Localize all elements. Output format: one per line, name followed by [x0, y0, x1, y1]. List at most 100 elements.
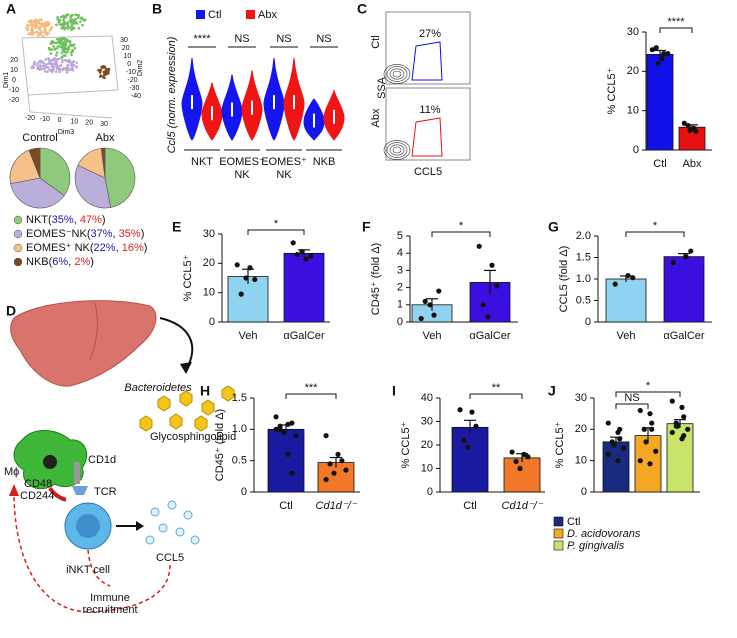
pie-slice — [9, 149, 41, 184]
sample-label: Ctl — [370, 35, 382, 48]
y-tick-label: 30 — [203, 228, 215, 240]
cell-dot — [103, 76, 106, 80]
x-tick-label: EOMES⁻ NK — [219, 156, 265, 181]
cell-dot — [53, 62, 57, 65]
cell-dot — [33, 24, 37, 27]
cell-dot — [32, 62, 36, 66]
cell-dot — [60, 56, 64, 59]
cell-dot — [44, 22, 48, 25]
legend-part: ) — [90, 256, 94, 268]
cell-dot — [47, 46, 51, 50]
cell-dot — [56, 15, 60, 19]
x-tick-label: Abx — [683, 158, 702, 170]
data-point — [605, 451, 611, 457]
y-tick-label: 1.0 — [232, 423, 247, 435]
cell-dot — [71, 64, 74, 68]
arrowhead — [9, 484, 19, 496]
cell-dot — [59, 64, 63, 67]
legend-part: 35% — [52, 214, 74, 226]
panel-label: C — [357, 1, 367, 17]
data-point — [238, 291, 244, 297]
cell-dot — [102, 66, 106, 69]
contour — [386, 66, 408, 82]
data-point — [617, 436, 623, 442]
ccl5-dots — [145, 500, 200, 545]
diagram-label: CD1d — [88, 454, 116, 466]
y-axis-label: CCL5 (fold Δ) — [558, 246, 570, 313]
data-point — [480, 302, 486, 308]
diagram-label: TCR — [94, 486, 117, 498]
y-tick-label: 4 — [397, 247, 403, 259]
cell-dot — [80, 16, 83, 19]
legend-part: ) — [141, 228, 145, 240]
cell-dot — [63, 27, 66, 31]
cell-dot — [47, 57, 50, 60]
data-point — [693, 128, 699, 134]
bar — [605, 278, 647, 323]
legend-part: NKB — [26, 256, 49, 268]
pie-slice — [104, 147, 136, 208]
sig-bracket — [625, 231, 685, 237]
legend-label: Ctl — [567, 516, 580, 528]
pie-slice — [100, 147, 106, 179]
panel-label: A — [6, 1, 16, 17]
cell-dot — [59, 15, 63, 19]
y-tick-label: 40 — [421, 392, 433, 404]
data-point — [327, 461, 333, 467]
data-point — [615, 458, 621, 464]
cell-dot — [75, 65, 79, 68]
cell-dot — [43, 66, 47, 69]
data-point — [457, 407, 463, 413]
data-point — [612, 281, 618, 287]
pie-title: Abx — [96, 132, 115, 144]
data-point — [494, 283, 500, 289]
sig-label: NS — [624, 392, 639, 404]
box-edge — [27, 89, 119, 96]
data-point — [308, 253, 314, 259]
data-point — [641, 426, 647, 432]
cell-dot — [49, 52, 53, 55]
panel-label: G — [548, 219, 559, 235]
cell-dot — [50, 69, 53, 73]
y-tick-label: 0 — [585, 316, 591, 328]
legend-swatch — [13, 243, 23, 253]
cell-dot — [44, 70, 47, 73]
sig-bracket — [469, 393, 523, 399]
y-axis-label: % CCL5⁺ — [400, 421, 412, 468]
cell-dot — [43, 26, 47, 30]
cell-dot — [55, 46, 59, 50]
y-tick-label: 20 — [627, 65, 639, 77]
diagram-label: iNKT cell — [66, 564, 110, 576]
cell-dot — [81, 23, 84, 27]
cell-dot — [51, 40, 55, 43]
cell-dot — [33, 60, 36, 64]
cell-dot — [26, 23, 29, 27]
gate — [411, 41, 443, 81]
axis-tick-label: 0 — [58, 117, 62, 124]
data-point — [513, 458, 519, 465]
y-tick-label: 1.5 — [232, 392, 247, 404]
y-tick-label: 10 — [627, 105, 639, 117]
cell-dot — [69, 20, 73, 24]
cell-dot — [49, 42, 53, 46]
legend-part: EOMES⁻NK — [26, 228, 87, 240]
x-tick-label: Ctl — [463, 500, 476, 512]
legend-label: NKB(6%, 2%) — [26, 256, 94, 268]
data-point — [681, 433, 687, 439]
cell-dot — [71, 67, 74, 70]
cell-dot — [45, 65, 49, 69]
legend-part: ) — [144, 242, 148, 254]
data-point — [285, 421, 291, 427]
data-point — [517, 465, 523, 472]
y-tick-label: 0 — [633, 144, 639, 156]
cell-dot — [52, 56, 56, 60]
bar — [646, 54, 674, 151]
contour — [392, 70, 402, 78]
cell-dot — [38, 25, 42, 29]
data-point — [285, 451, 291, 457]
data-point — [685, 123, 691, 129]
y-tick-label: 30 — [575, 392, 587, 404]
cell-dot — [70, 18, 73, 21]
cell-dot — [39, 31, 42, 35]
data-point — [637, 458, 643, 464]
